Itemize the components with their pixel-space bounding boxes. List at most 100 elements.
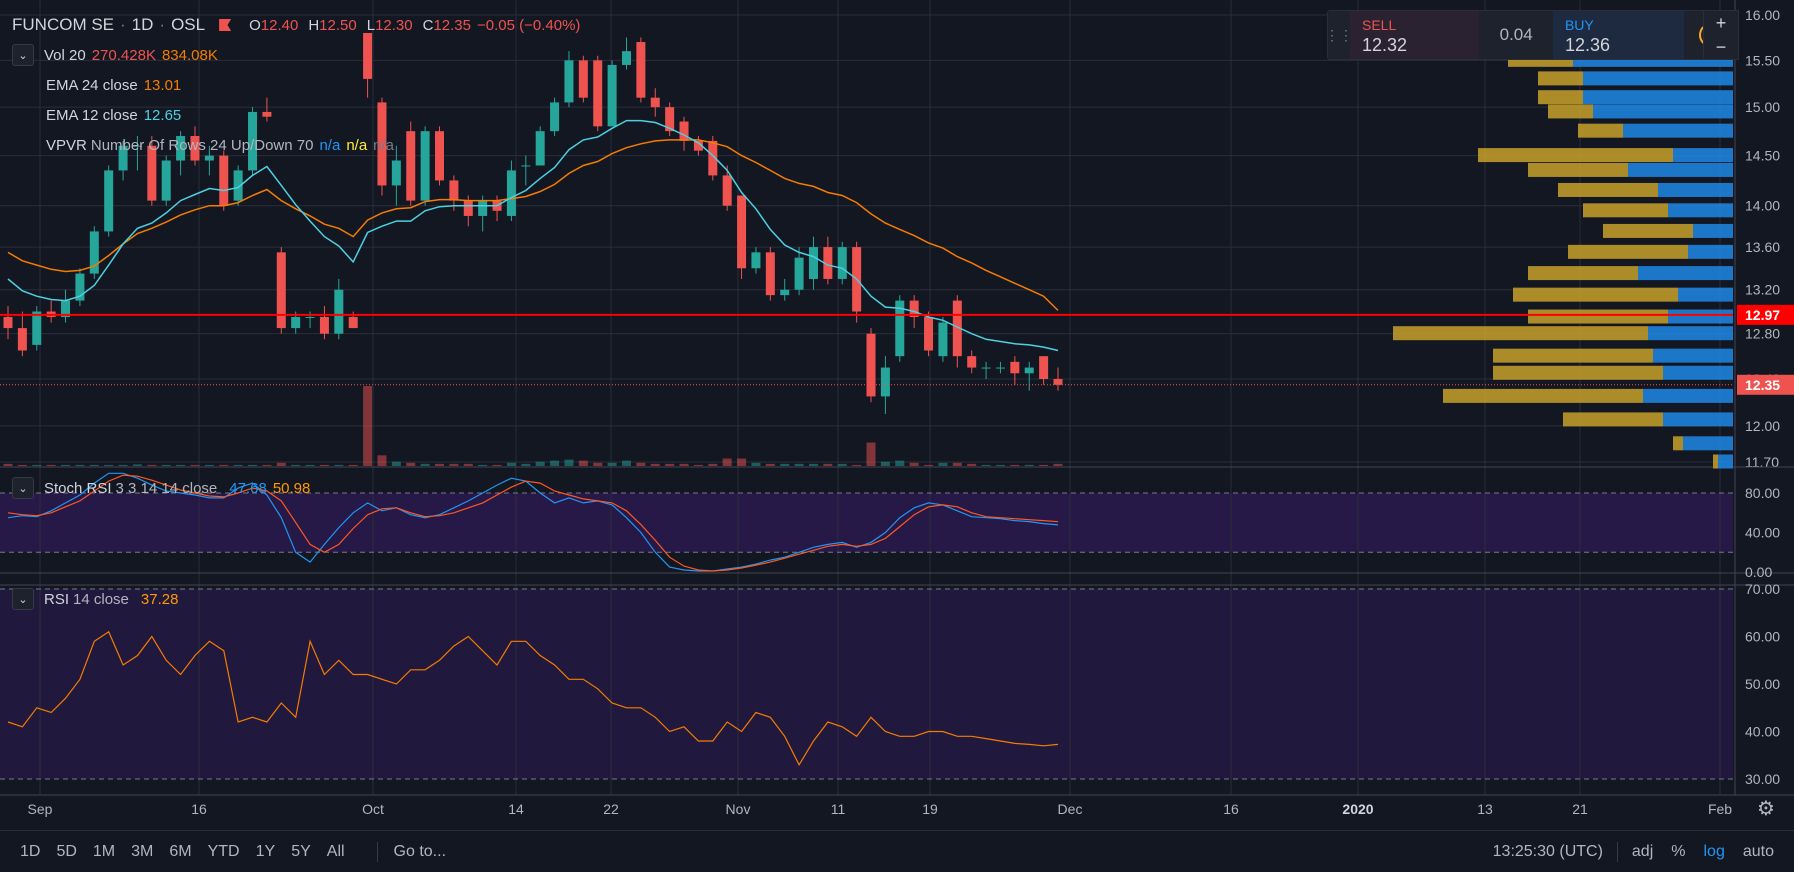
stoch-y-tick: 40.00 bbox=[1745, 525, 1780, 541]
candle-body bbox=[132, 145, 142, 147]
range-button-5y[interactable]: 5Y bbox=[291, 842, 311, 860]
percent-toggle[interactable]: % bbox=[1671, 842, 1686, 860]
candle-body bbox=[147, 145, 157, 201]
candle-body bbox=[751, 252, 761, 269]
candle-body bbox=[621, 51, 631, 65]
ohlc-h-label: H bbox=[308, 16, 320, 34]
candle-body bbox=[866, 333, 876, 397]
volume-bar bbox=[89, 464, 99, 466]
goto-button[interactable]: Go to... bbox=[393, 842, 447, 860]
volume-bar bbox=[435, 463, 445, 466]
range-button-5d[interactable]: 5D bbox=[56, 842, 77, 860]
auto-toggle[interactable]: auto bbox=[1742, 842, 1774, 860]
sell-button[interactable]: SELL 12.32 bbox=[1350, 11, 1480, 59]
candle-body bbox=[564, 60, 574, 103]
ema24-legend: EMA 24 close 13.01 bbox=[46, 77, 181, 94]
volume-bar bbox=[521, 463, 531, 466]
candle-body bbox=[909, 300, 919, 318]
range-button-all[interactable]: All bbox=[326, 842, 345, 860]
rsi-name[interactable]: RSI bbox=[44, 590, 70, 608]
zoom-in-button[interactable]: + bbox=[1715, 12, 1727, 33]
volume-bar bbox=[46, 464, 56, 466]
range-button-ytd[interactable]: YTD bbox=[207, 842, 240, 860]
volume-bar bbox=[118, 464, 128, 466]
volume-bar bbox=[722, 458, 732, 466]
log-toggle[interactable]: log bbox=[1703, 842, 1725, 860]
adj-toggle[interactable]: adj bbox=[1631, 842, 1654, 860]
candle-body bbox=[1010, 361, 1020, 374]
stoch-collapse-button[interactable]: ⌄ bbox=[12, 477, 34, 499]
vpvr-params: Number Of Rows 24 Up/Down 70 bbox=[90, 137, 314, 154]
volume-bar bbox=[909, 462, 919, 466]
candle-body bbox=[104, 170, 114, 232]
candle-body bbox=[550, 102, 560, 132]
x-tick-label: 16 bbox=[191, 801, 207, 817]
rsi-collapse-button[interactable]: ⌄ bbox=[12, 588, 34, 610]
interval[interactable]: 1D bbox=[131, 15, 154, 34]
vol-value-2: 834.08K bbox=[161, 46, 218, 64]
vpvr-name[interactable]: VPVR bbox=[46, 137, 87, 154]
volume-bar bbox=[866, 442, 876, 466]
rsi-line bbox=[7, 630, 1059, 767]
zoom-buttons: + − bbox=[1703, 10, 1739, 60]
volume-bar bbox=[607, 462, 617, 466]
buy-button[interactable]: BUY 12.36 bbox=[1552, 11, 1685, 59]
candle-body bbox=[607, 64, 617, 127]
candle-body bbox=[3, 317, 13, 329]
volume-bar bbox=[363, 386, 373, 466]
volume-bar bbox=[176, 464, 186, 466]
candle-body bbox=[780, 289, 790, 296]
candle-body bbox=[219, 155, 229, 206]
volume-bar bbox=[506, 462, 516, 466]
range-button-6m[interactable]: 6M bbox=[169, 842, 192, 860]
candle-body bbox=[449, 180, 459, 201]
range-button-3m[interactable]: 3M bbox=[131, 842, 154, 860]
vol-value-1: 270.428K bbox=[91, 46, 156, 64]
volume-bar bbox=[535, 461, 545, 466]
vpvr-up-bar bbox=[1568, 244, 1688, 259]
x-tick-label: Nov bbox=[726, 801, 751, 817]
vpvr-up-bar bbox=[1538, 71, 1583, 86]
candle-body bbox=[765, 252, 775, 296]
ema24-name[interactable]: EMA 24 close bbox=[46, 77, 138, 94]
flag-icon[interactable] bbox=[219, 19, 232, 31]
volume-bar bbox=[665, 463, 675, 466]
volume-bar bbox=[837, 463, 847, 466]
ema24-line bbox=[7, 139, 1059, 311]
range-button-1d[interactable]: 1D bbox=[20, 842, 41, 860]
vpvr-down-bar bbox=[1638, 266, 1733, 281]
rsi-value: 37.28 bbox=[140, 590, 179, 608]
vpvr-down-bar bbox=[1678, 287, 1733, 302]
range-button-1m[interactable]: 1M bbox=[92, 842, 116, 860]
drag-handle-icon[interactable]: ⋮⋮ bbox=[1328, 11, 1353, 59]
vpvr-up-bar bbox=[1528, 309, 1668, 324]
vpvr-down-bar bbox=[1668, 309, 1733, 324]
stoch-d-value: 50.98 bbox=[272, 479, 311, 497]
vol-name[interactable]: Vol 20 bbox=[44, 46, 86, 64]
volume-bar bbox=[1053, 463, 1063, 466]
candle-body bbox=[61, 300, 71, 318]
rsi-y-tick: 60.00 bbox=[1745, 629, 1780, 645]
clock[interactable]: 13:25:30 (UTC) bbox=[1492, 842, 1603, 860]
symbol-name[interactable]: FUNCOM SE bbox=[12, 15, 114, 34]
candle-body bbox=[262, 111, 272, 117]
zoom-out-button[interactable]: − bbox=[1715, 36, 1727, 57]
hline-price-label: 12.97 bbox=[1745, 307, 1780, 323]
volume-bar bbox=[679, 463, 689, 466]
stoch-name[interactable]: Stoch RSI bbox=[44, 479, 112, 497]
volume-bar bbox=[751, 462, 761, 466]
candle-body bbox=[952, 300, 962, 357]
candle-body bbox=[967, 356, 977, 368]
x-tick-label: 14 bbox=[508, 801, 524, 817]
collapse-legend-button[interactable]: ⌄ bbox=[12, 44, 34, 66]
y-tick-label: 14.00 bbox=[1745, 198, 1780, 214]
candle-body bbox=[895, 300, 905, 357]
chart-canvas[interactable]: Sep 16 Oct 14 22 Nov 11 19 Dec 16 2020 13 21 Feb 16.00… bbox=[0, 0, 1794, 830]
x-tick-label: Dec bbox=[1058, 801, 1083, 817]
settings-gear-icon[interactable]: ⚙ bbox=[1757, 796, 1775, 820]
candle-body bbox=[248, 111, 258, 171]
candle-body bbox=[593, 60, 603, 127]
range-button-1y[interactable]: 1Y bbox=[255, 842, 276, 860]
candle-body bbox=[305, 317, 315, 319]
ema12-name[interactable]: EMA 12 close bbox=[46, 107, 138, 124]
